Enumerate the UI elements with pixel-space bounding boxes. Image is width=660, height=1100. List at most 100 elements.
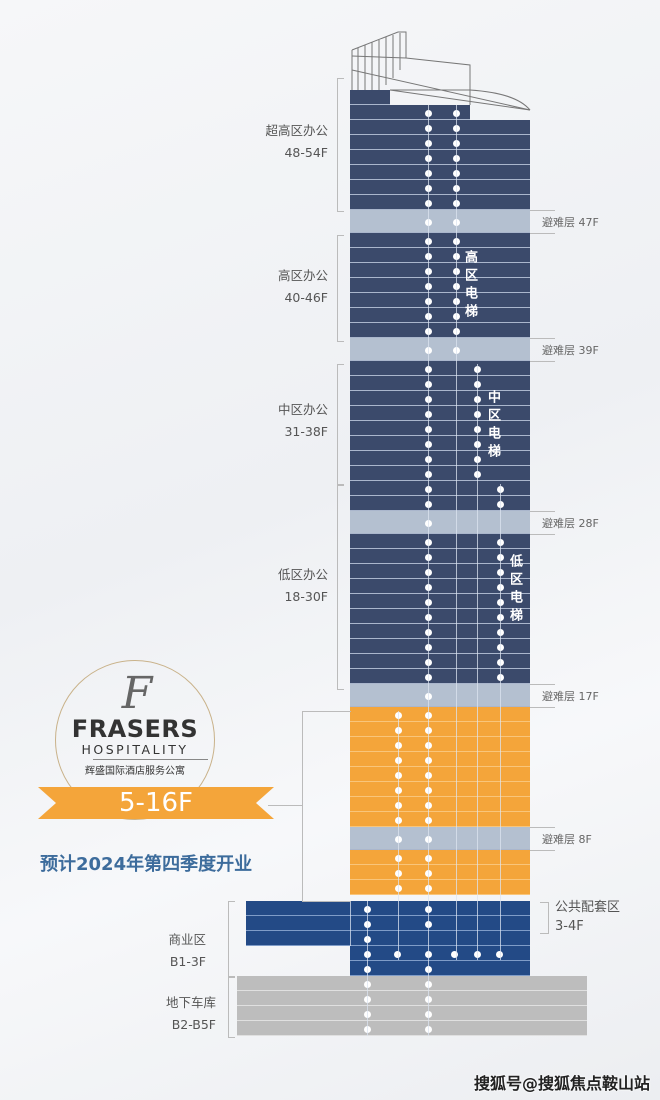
bracket bbox=[337, 78, 344, 212]
hotel-brand: FRASERS bbox=[71, 715, 199, 743]
elevator-stop-dot bbox=[496, 950, 503, 958]
hotel-ribbon bbox=[38, 787, 274, 819]
opening-date: 预计2024年第四季度开业 bbox=[40, 854, 253, 875]
office-floor bbox=[350, 654, 530, 669]
commercial-floor bbox=[246, 901, 530, 916]
zone-name: 超高区办公 bbox=[265, 123, 328, 138]
bracket bbox=[540, 902, 549, 934]
elevator-shaft-line bbox=[350, 901, 351, 946]
commercial-floor bbox=[246, 916, 530, 931]
refuge-floor bbox=[350, 338, 530, 361]
office-floor bbox=[350, 195, 530, 210]
office-floor bbox=[350, 436, 530, 451]
office-floor bbox=[350, 669, 530, 684]
zone-floors: 18-30F bbox=[284, 589, 328, 604]
divider bbox=[530, 511, 555, 512]
hotel-floor bbox=[350, 880, 530, 895]
bracket bbox=[228, 976, 235, 1038]
elevator-label-low: 低区电梯 bbox=[507, 554, 522, 626]
divider bbox=[530, 338, 555, 339]
hotel-floor bbox=[350, 722, 530, 737]
commercial-floor bbox=[350, 961, 530, 976]
office-floor bbox=[350, 135, 530, 150]
refuge-floor-label: 避难层 8F bbox=[542, 833, 592, 846]
office-floor bbox=[350, 549, 530, 564]
refuge-floor-label: 避难层 17F bbox=[542, 690, 599, 703]
office-floor bbox=[350, 150, 530, 165]
hotel-brand-sub: HOSPITALITY bbox=[81, 742, 189, 757]
hotel-floor bbox=[350, 865, 530, 880]
divider bbox=[530, 850, 555, 851]
divider bbox=[530, 210, 555, 211]
refuge-floor bbox=[350, 511, 530, 534]
zone-floors: B2-B5F bbox=[171, 1017, 216, 1032]
hotel-logo-circle bbox=[55, 660, 215, 820]
elevator-stop-dot bbox=[394, 950, 401, 958]
parking-floor bbox=[237, 991, 587, 1006]
hotel-floor bbox=[350, 850, 530, 865]
zone-floors: 48-54F bbox=[284, 145, 328, 160]
office-floor bbox=[350, 90, 390, 105]
hotel-floors: 5-16F bbox=[119, 788, 193, 818]
hotel-floor bbox=[350, 812, 530, 827]
hotel-floor bbox=[350, 737, 530, 752]
refuge-floor-label: 避难层 47F bbox=[542, 216, 599, 229]
hotel-floor bbox=[350, 767, 530, 782]
bracket bbox=[337, 484, 344, 690]
elevator-label-high: 高区电梯 bbox=[462, 250, 477, 322]
office-floor bbox=[350, 278, 530, 293]
hotel-floor bbox=[350, 782, 530, 797]
refuge-floor bbox=[350, 210, 530, 233]
refuge-floor bbox=[350, 827, 530, 850]
hotel-connector bbox=[268, 805, 302, 806]
office-floor bbox=[350, 120, 530, 135]
parking-floor bbox=[237, 1006, 587, 1021]
zone-name: 低区办公 bbox=[277, 567, 328, 582]
office-floor bbox=[350, 421, 530, 436]
office-floor bbox=[350, 406, 530, 421]
hotel-logo-mark: F bbox=[121, 668, 153, 719]
office-floor bbox=[350, 481, 530, 496]
office-floor bbox=[350, 361, 530, 376]
zone-label-mid: 中区办公 31-38F bbox=[230, 399, 328, 443]
office-floor bbox=[350, 308, 530, 323]
office-floor bbox=[350, 534, 530, 549]
office-floor bbox=[350, 180, 530, 195]
elevator-shaft-line bbox=[367, 901, 368, 1036]
elevator-label-mid: 中区电梯 bbox=[485, 390, 500, 462]
office-floor bbox=[350, 391, 530, 406]
office-floor bbox=[350, 248, 530, 263]
divider bbox=[530, 707, 555, 708]
divider bbox=[530, 684, 555, 685]
zone-label-high: 高区办公 40-46F bbox=[230, 265, 328, 309]
refuge-floor-label: 避难层 39F bbox=[542, 344, 599, 357]
watermark: 搜狐号@搜狐焦点鞍山站 bbox=[474, 1074, 651, 1093]
commercial-floor bbox=[350, 946, 530, 961]
zone-name: 公共配套区 bbox=[555, 900, 621, 915]
hotel-floor bbox=[350, 797, 530, 812]
office-floor bbox=[350, 579, 530, 594]
elevator-stop-dot bbox=[451, 950, 458, 958]
office-floor bbox=[350, 564, 530, 579]
bracket bbox=[228, 901, 235, 978]
bracket bbox=[337, 364, 344, 486]
zone-floors: B1-3F bbox=[169, 954, 206, 969]
divider bbox=[530, 233, 555, 234]
zone-label-super-high: 超高区办公 48-54F bbox=[230, 120, 328, 164]
zone-floors: 31-38F bbox=[284, 424, 328, 439]
zone-name: 商业区 bbox=[168, 932, 206, 947]
elevator-shaft-line bbox=[477, 364, 478, 960]
elevator-shaft-line bbox=[500, 484, 501, 960]
office-floor bbox=[350, 609, 530, 624]
office-floor bbox=[350, 496, 530, 511]
zone-label-public: 公共配套区 3-4F bbox=[555, 898, 635, 936]
hotel-cn-name: 辉盛国际酒店服务公寓 bbox=[85, 766, 185, 777]
office-floor bbox=[350, 263, 530, 278]
zone-label-low: 低区办公 18-30F bbox=[230, 564, 328, 608]
zone-name: 中区办公 bbox=[277, 402, 328, 417]
parking-floor bbox=[237, 976, 587, 991]
parking-floor bbox=[237, 1021, 587, 1036]
office-floor bbox=[350, 466, 530, 481]
commercial-floor bbox=[246, 931, 530, 946]
hotel-bracket bbox=[302, 711, 351, 902]
